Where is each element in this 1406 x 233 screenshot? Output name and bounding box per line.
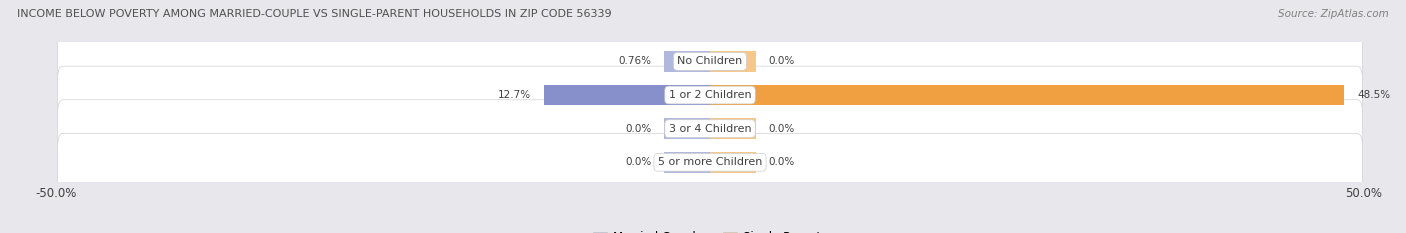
Text: 0.0%: 0.0%	[624, 157, 651, 167]
Bar	[710, 152, 756, 173]
Text: 0.0%: 0.0%	[769, 157, 796, 167]
Text: 48.5%: 48.5%	[1357, 90, 1391, 100]
Bar	[710, 118, 756, 139]
Bar	[710, 85, 1344, 106]
Text: 3 or 4 Children: 3 or 4 Children	[669, 124, 751, 134]
Legend: Married Couples, Single Parents: Married Couples, Single Parents	[588, 226, 832, 233]
Text: 1 or 2 Children: 1 or 2 Children	[669, 90, 751, 100]
Bar	[700, 51, 710, 72]
FancyBboxPatch shape	[58, 133, 1362, 191]
Bar	[544, 85, 710, 106]
Bar	[664, 152, 710, 173]
FancyBboxPatch shape	[58, 33, 1362, 90]
Bar	[664, 118, 710, 139]
Bar	[710, 85, 756, 106]
Text: 0.0%: 0.0%	[769, 124, 796, 134]
Text: 0.76%: 0.76%	[619, 56, 651, 66]
Text: No Children: No Children	[678, 56, 742, 66]
Bar	[664, 85, 710, 106]
Text: 0.0%: 0.0%	[769, 56, 796, 66]
Bar	[544, 85, 710, 106]
FancyBboxPatch shape	[58, 100, 1362, 158]
Bar	[710, 85, 1344, 106]
Bar	[710, 51, 756, 72]
Text: 12.7%: 12.7%	[498, 90, 531, 100]
FancyBboxPatch shape	[58, 66, 1362, 124]
Text: 0.0%: 0.0%	[624, 124, 651, 134]
Text: Source: ZipAtlas.com: Source: ZipAtlas.com	[1278, 9, 1389, 19]
Text: INCOME BELOW POVERTY AMONG MARRIED-COUPLE VS SINGLE-PARENT HOUSEHOLDS IN ZIP COD: INCOME BELOW POVERTY AMONG MARRIED-COUPL…	[17, 9, 612, 19]
Bar	[664, 51, 710, 72]
Text: 5 or more Children: 5 or more Children	[658, 157, 762, 167]
